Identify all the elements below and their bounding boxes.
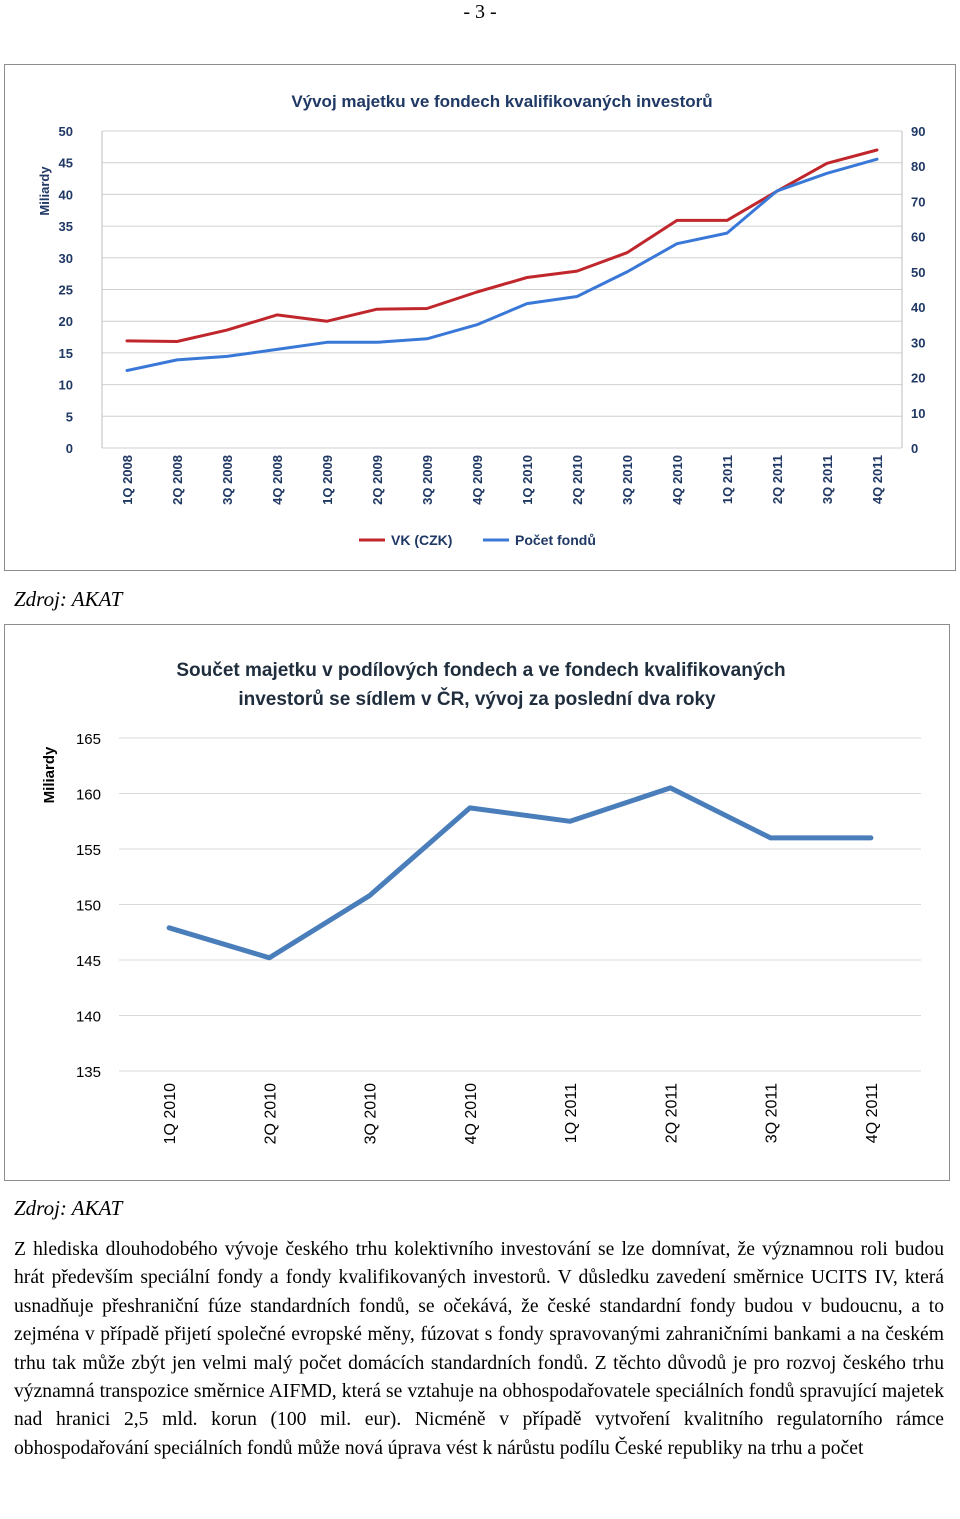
source-note-1: Zdroj: AKAT <box>14 587 123 611</box>
chart-1-xtick-label: 1Q 2009 <box>320 455 335 505</box>
chart-1-xtick-label: 1Q 2011 <box>720 455 735 504</box>
chart-total-fund-assets: Součet majetku v podílových fondech a ve… <box>4 624 950 1181</box>
chart-1-ytick-left: 35 <box>59 219 73 234</box>
chart-1-xtick-label: 2Q 2008 <box>170 455 185 505</box>
chart-1-ytick-left: 50 <box>59 124 73 139</box>
chart-1-ytick-right: 30 <box>911 335 925 350</box>
chart-qualified-investor-funds: Vývoj majetku ve fondech kvalifikovaných… <box>4 64 956 571</box>
chart-1-series-line-2 <box>125 157 879 372</box>
chart-1-xtick-label: 2Q 2010 <box>570 455 585 505</box>
chart-2-ytick: 135 <box>76 1064 101 1081</box>
chart-2-ytick: 155 <box>76 842 101 859</box>
body-paragraph-text: Z hlediska dlouhodobého vývoje českého t… <box>14 1239 944 1459</box>
chart-1-ytick-left: 30 <box>59 251 73 266</box>
chart-1-ytick-left: 25 <box>59 283 73 298</box>
chart-1-ytick-right: 90 <box>911 124 925 139</box>
chart-1-series-line-1 <box>125 148 879 343</box>
chart-1-xtick-label: 4Q 2009 <box>470 455 485 505</box>
chart-2-xtick-label: 3Q 2010 <box>363 1083 380 1144</box>
chart-1-xtick-label: 3Q 2010 <box>620 455 635 505</box>
chart-1-title: Vývoj majetku ve fondech kvalifikovaných… <box>291 92 712 111</box>
body-paragraph: Z hlediska dlouhodobého vývoje českého t… <box>14 1236 944 1463</box>
chart-1-xtick-label: 3Q 2008 <box>220 455 235 505</box>
chart-1-ytick-left: 5 <box>66 409 73 424</box>
chart-1-ytick-right: 70 <box>911 194 925 209</box>
chart-1-ytick-right: 50 <box>911 265 925 280</box>
chart-2-ytick: 145 <box>76 953 101 970</box>
source-note-2: Zdroj: AKAT <box>14 1196 123 1220</box>
chart-1-xtick-label: 4Q 2011 <box>870 455 885 504</box>
chart-1-xtick-label: 3Q 2009 <box>420 455 435 505</box>
chart-2-ytick: 165 <box>76 731 101 748</box>
chart-1-legend-label-2: Počet fondů <box>515 532 596 548</box>
chart-2-title-line-2: investorů se sídlem v ČR, vývoj za posle… <box>238 688 716 710</box>
chart-1-xtick-label: 1Q 2010 <box>520 455 535 505</box>
chart-2-xtick-label: 2Q 2011 <box>663 1083 680 1143</box>
chart-1-xtick-label: 4Q 2010 <box>670 455 685 505</box>
chart-1-ytick-right: 10 <box>911 406 925 421</box>
chart-1-svg: Vývoj majetku ve fondech kvalifikovaných… <box>37 92 925 548</box>
chart-1-ylabel: Miliardy <box>37 166 52 216</box>
chart-2-ytick: 160 <box>76 787 101 804</box>
chart-2-ytick: 150 <box>76 898 101 915</box>
chart-2-svg: Součet majetku v podílových fondech a ve… <box>41 660 921 1144</box>
chart-1-xtick-label: 4Q 2008 <box>270 455 285 505</box>
chart-1-ytick-left: 20 <box>59 314 73 329</box>
chart-1-xtick-label: 1Q 2008 <box>120 455 135 505</box>
chart-2-title-line-1: Součet majetku v podílových fondech a ve… <box>176 660 785 681</box>
chart-1-ytick-left: 10 <box>59 378 73 393</box>
chart-1-legend-label-1: VK (CZK) <box>391 532 452 548</box>
chart-2-xtick-label: 1Q 2011 <box>563 1083 580 1143</box>
chart-1-ytick-right: 0 <box>911 441 918 456</box>
chart-1-ytick-left: 40 <box>59 187 73 202</box>
chart-1-ytick-right: 60 <box>911 230 925 245</box>
chart-2-xtick-label: 3Q 2011 <box>764 1083 781 1143</box>
chart-1-ytick-left: 45 <box>59 156 73 171</box>
chart-1-ytick-left: 0 <box>66 441 73 456</box>
chart-1-ytick-right: 80 <box>911 159 925 174</box>
chart-1-ytick-left: 15 <box>59 346 73 361</box>
chart-2-xtick-label: 4Q 2011 <box>864 1083 881 1143</box>
chart-1-xtick-label: 3Q 2011 <box>820 455 835 504</box>
chart-2-xtick-label: 2Q 2010 <box>262 1083 279 1144</box>
chart-2-xtick-label: 4Q 2010 <box>463 1083 480 1144</box>
chart-1-xtick-label: 2Q 2009 <box>370 455 385 505</box>
chart-2-ylabel: Miliardy <box>41 746 58 803</box>
chart-2-series-line-1 <box>166 785 874 961</box>
chart-2-ytick: 140 <box>76 1009 101 1026</box>
chart-1-xtick-label: 2Q 2011 <box>770 455 785 504</box>
page-number: - 3 - <box>463 1 497 23</box>
chart-1-ytick-right: 40 <box>911 300 925 315</box>
chart-1-ytick-right: 20 <box>911 371 925 386</box>
chart-2-xtick-label: 1Q 2010 <box>162 1083 179 1144</box>
